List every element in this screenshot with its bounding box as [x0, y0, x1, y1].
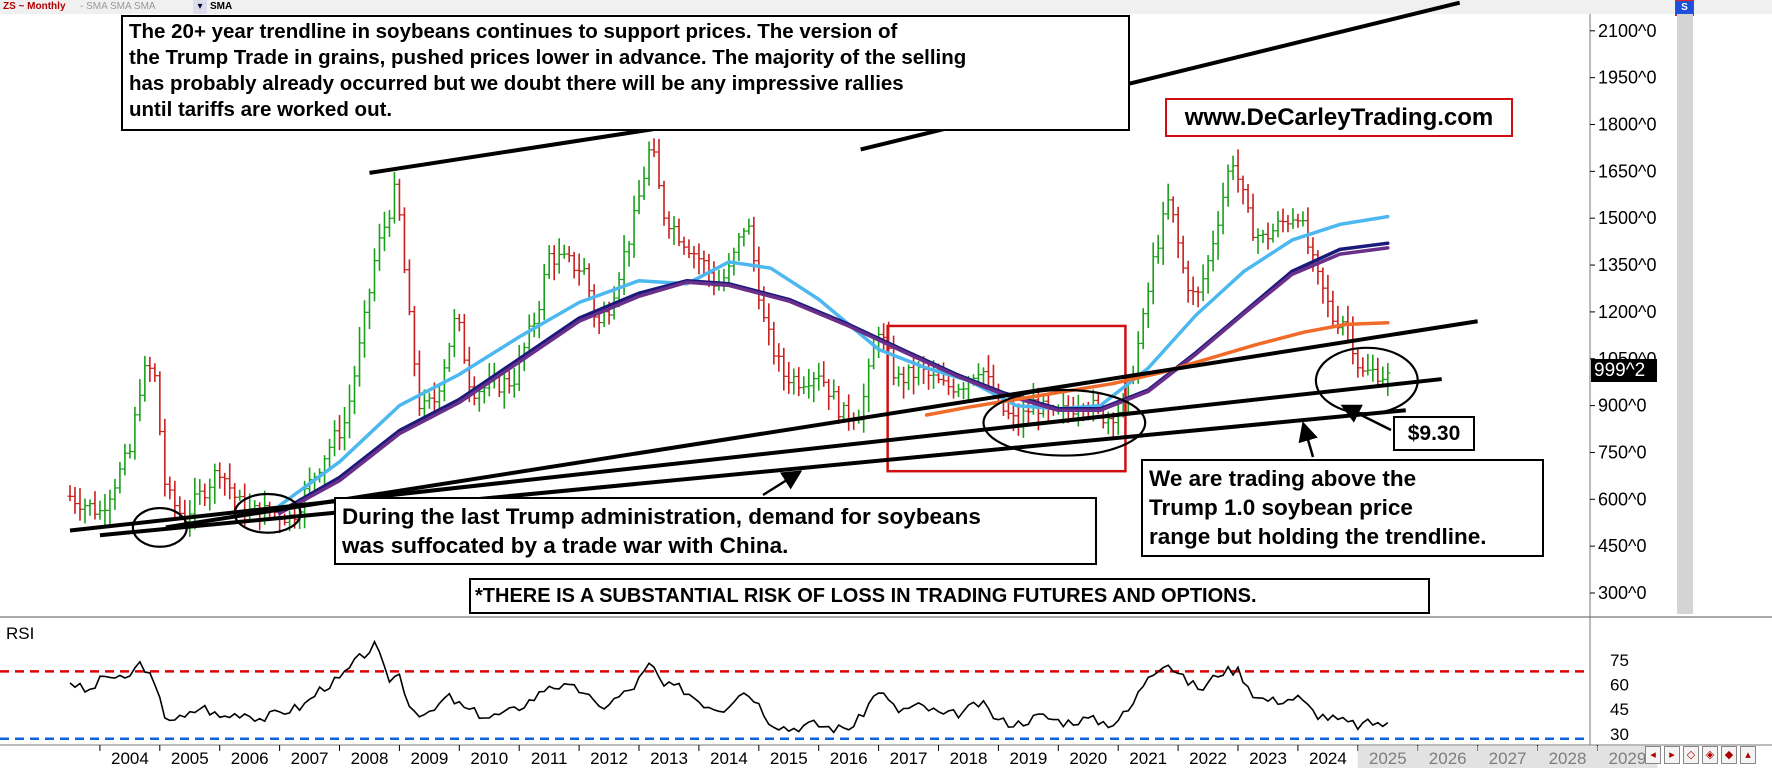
price-tick-label: 900^0 — [1598, 396, 1647, 416]
support-circle-1 — [131, 506, 188, 548]
year-tick-label: 2004 — [111, 749, 149, 768]
year-tick-label: 2006 — [231, 749, 269, 768]
risk-disclaimer: *THERE IS A SUBSTANTIAL RISK OF LOSS IN … — [469, 578, 1430, 614]
top-commentary-box: The 20+ year trendline in soybeans conti… — [121, 15, 1130, 131]
price-tick-label: 1500^0 — [1598, 208, 1657, 228]
trade-war-line-1: During the last Trump administration, de… — [342, 504, 981, 529]
arrows-layer — [762, 404, 1392, 497]
price-tick-label: 450^0 — [1598, 536, 1647, 556]
year-tick-label: 2024 — [1309, 749, 1347, 768]
sma-line-3 — [277, 246, 1390, 516]
rsi-tick-label: 60 — [1610, 676, 1629, 695]
year-tick-label: 2015 — [770, 749, 808, 768]
price-tick-label: 1350^0 — [1598, 255, 1657, 275]
circles-layer — [131, 346, 1419, 548]
dropdown-icon[interactable]: ▾ — [193, 0, 207, 14]
symbol-label[interactable]: ZS ~ Monthly — [3, 1, 66, 12]
trendline-4 — [369, 125, 664, 175]
trade-war-note-box: During the last Trump administration, de… — [334, 497, 1097, 565]
study-tabs[interactable]: - SMA SMA SMA — [80, 1, 156, 12]
price-tick-label: 1650^0 — [1598, 161, 1657, 181]
year-tick-label: 2013 — [650, 749, 688, 768]
scroll-right-button[interactable]: ▸ — [1664, 746, 1680, 764]
price-tick-label: 300^0 — [1598, 583, 1647, 603]
price-tick-label: 750^0 — [1598, 442, 1647, 462]
zoom-in-button[interactable]: ◇ — [1683, 746, 1699, 764]
year-tick-label: 2020 — [1069, 749, 1107, 768]
year-tick-label: 2007 — [291, 749, 329, 768]
trendline-3 — [165, 319, 1478, 530]
support-circle-3 — [982, 388, 1147, 457]
year-tick-label: 2019 — [1009, 749, 1047, 768]
trendline-note-arrow — [1298, 421, 1318, 458]
top-note-line-3: has probably already occurred but we dou… — [129, 72, 904, 95]
trendline-note-line-3: range but holding the trendline. — [1149, 524, 1487, 549]
rsi-label: RSI — [6, 624, 34, 643]
axes-layer: 300^0450^0600^0750^0900^01050^01200^0135… — [99, 21, 1658, 768]
future-time-region — [1357, 746, 1658, 768]
year-tick-label: 2012 — [590, 749, 628, 768]
year-tick-label: 2022 — [1189, 749, 1227, 768]
year-tick-label: 2011 — [531, 749, 568, 768]
support-circle-2 — [233, 492, 302, 534]
year-tick-label: 2014 — [710, 749, 748, 768]
support-circle-4 — [1314, 346, 1419, 415]
price-axis-scrollbar[interactable] — [1677, 14, 1693, 614]
year-tick-label: 2009 — [410, 749, 448, 768]
year-tick-label: 2018 — [950, 749, 988, 768]
grid-layer — [0, 0, 1772, 746]
price-tick-label: 1200^0 — [1598, 302, 1657, 322]
zoom-out-button[interactable]: ◈ — [1702, 746, 1718, 764]
year-tick-label: 2016 — [830, 749, 868, 768]
rsi-tick-label: 75 — [1610, 651, 1629, 670]
top-note-line-1: The 20+ year trendline in soybeans conti… — [129, 20, 898, 43]
zoom-reset-button[interactable]: ◆ — [1721, 746, 1737, 764]
price-tick-label: 1950^0 — [1598, 68, 1657, 88]
price-tick-label: 600^0 — [1598, 489, 1647, 509]
scroll-left-button[interactable]: ◂ — [1645, 746, 1661, 764]
toolbar-strip — [0, 0, 1772, 14]
price-tick-label: 2100^0 — [1598, 21, 1657, 41]
rsi-tick-label: 45 — [1610, 700, 1629, 719]
trendline-note-box: We are trading above the Trump 1.0 soybe… — [1141, 459, 1544, 557]
year-tick-label: 2023 — [1249, 749, 1287, 768]
year-tick-label: 2010 — [470, 749, 508, 768]
rsi-tick-label: 30 — [1610, 725, 1629, 744]
trade-war-arrow — [762, 470, 803, 497]
sma-line-1 — [277, 214, 1390, 508]
top-note-line-4: until tariffs are worked out. — [129, 98, 393, 121]
rsi-line — [69, 639, 1389, 734]
trade-war-line-2: was suffocated by a trade war with China… — [342, 533, 789, 558]
year-tick-label: 2005 — [171, 749, 209, 768]
price-callout-arrow — [1340, 404, 1392, 432]
trendline-note-line-2: Trump 1.0 soybean price — [1149, 495, 1413, 520]
website-label[interactable]: www.DeCarleyTrading.com — [1165, 98, 1513, 137]
trendline-note-line-1: We are trading above the — [1149, 466, 1417, 491]
last-price-tag: 999^2 — [1591, 359, 1657, 382]
trendline-2 — [99, 408, 1406, 538]
rsi-layer: RSI 30 45 60 75 — [0, 624, 1629, 744]
study-active-label[interactable]: SMA — [210, 1, 233, 12]
price-callout-box: $9.30 — [1393, 416, 1475, 451]
year-tick-label: 2008 — [351, 749, 389, 768]
scroll-end-button[interactable]: ▴ — [1740, 746, 1756, 764]
price-tick-label: 1800^0 — [1598, 115, 1657, 135]
top-note-line-2: the Trump Trade in grains, pushed prices… — [129, 46, 967, 69]
year-tick-label: 2017 — [890, 749, 928, 768]
year-tick-label: 2021 — [1129, 749, 1167, 768]
